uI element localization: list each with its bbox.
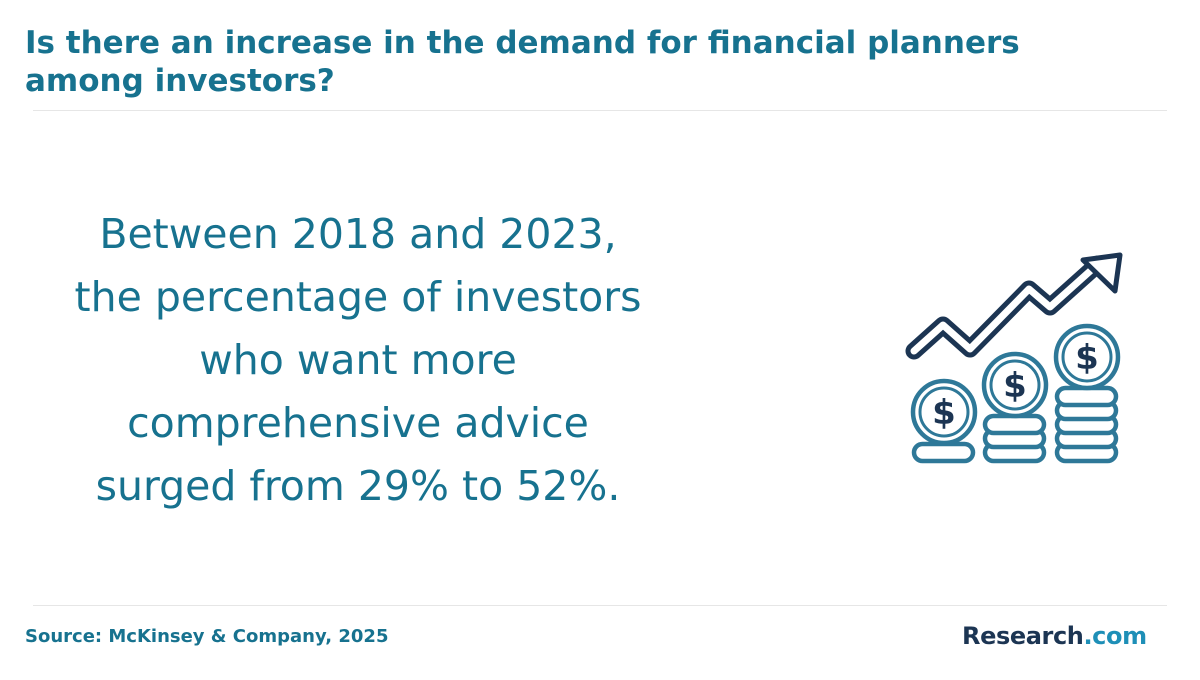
research-com-logo[interactable]: Research.com bbox=[962, 620, 1147, 652]
trend-arrow-icon bbox=[905, 252, 1123, 360]
dollar-sign-icon: $ bbox=[1075, 338, 1099, 378]
statement-line: the percentage of investors bbox=[74, 273, 642, 321]
coin-stack-medium: $ bbox=[981, 351, 1049, 464]
rising-money-coins-icon: $ $ $ bbox=[905, 252, 1123, 464]
statement-line: Between 2018 and 2023, bbox=[99, 210, 617, 258]
footer-divider bbox=[33, 605, 1167, 606]
coin-stack-large: $ bbox=[1053, 323, 1121, 464]
statement-line: surged from 29% to 52%. bbox=[95, 462, 621, 510]
page-title: Is there an increase in the demand for f… bbox=[25, 25, 1020, 99]
statement-line: comprehensive advice bbox=[127, 399, 589, 447]
header-divider bbox=[33, 110, 1167, 111]
statement-line: who want more bbox=[199, 336, 517, 384]
coin-stack-small: $ bbox=[910, 378, 978, 464]
key-statement: Between 2018 and 2023, the percentage of… bbox=[40, 203, 676, 518]
logo-domain-text: .com bbox=[1083, 622, 1147, 650]
dollar-sign-icon: $ bbox=[932, 393, 956, 433]
source-citation: Source: McKinsey & Company, 2025 bbox=[25, 626, 389, 647]
dollar-sign-icon: $ bbox=[1003, 366, 1027, 406]
logo-brand-text: Research bbox=[962, 622, 1084, 650]
